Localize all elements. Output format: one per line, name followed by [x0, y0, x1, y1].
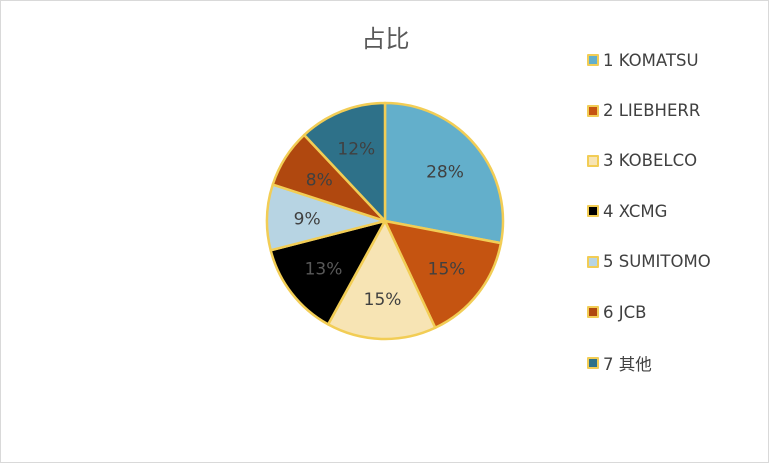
legend-item-3[interactable]: 3 KOBELCO — [587, 136, 711, 186]
legend-item-2[interactable]: 2 LIEBHERR — [587, 85, 711, 135]
legend-item-5[interactable]: 5 SUMITOMO — [587, 237, 711, 287]
chart-title: 占比 — [361, 25, 410, 53]
pie-slice-1[interactable] — [383, 101, 505, 245]
legend-label: 5 SUMITOMO — [603, 252, 711, 272]
data-label-5: 9% — [294, 210, 321, 230]
legend-item-4[interactable]: 4 XCMG — [587, 186, 711, 236]
legend-label: 3 KOBELCO — [603, 151, 698, 171]
legend-swatch — [587, 54, 599, 67]
legend-item-6[interactable]: 6 JCB — [587, 287, 711, 337]
legend-label: 1 KOMATSU — [603, 50, 699, 70]
legend-swatch — [587, 104, 599, 117]
legend-item-1[interactable]: 1 KOMATSU — [587, 35, 711, 85]
legend-swatch — [587, 306, 599, 319]
data-label-3: 15% — [364, 290, 402, 310]
legend-item-7[interactable]: 7 其他 — [587, 337, 711, 387]
legend-swatch — [587, 205, 599, 218]
legend-swatch — [587, 154, 599, 167]
legend-label: 6 JCB — [603, 302, 647, 322]
legend-label: 7 其他 — [603, 354, 652, 374]
pie-slice-7[interactable] — [302, 101, 387, 223]
data-label-1: 28% — [426, 162, 464, 182]
pie-slice-3[interactable] — [326, 219, 437, 341]
pie-slice-2[interactable] — [383, 219, 503, 330]
legend: 1 KOMATSU 2 LIEBHERR 3 KOBELCO 4 XCMG 5 SUMI… — [587, 35, 711, 388]
legend-label: 2 LIEBHERR — [603, 101, 701, 121]
data-label-7: 12% — [337, 140, 375, 160]
data-label-6: 8% — [306, 170, 333, 190]
pie-slice-4[interactable] — [269, 219, 387, 326]
legend-swatch — [587, 255, 599, 268]
legend-label: 4 XCMG — [603, 201, 668, 221]
legend-swatch — [587, 356, 599, 369]
data-label-4: 13% — [305, 260, 343, 280]
data-label-2: 15% — [428, 260, 466, 280]
